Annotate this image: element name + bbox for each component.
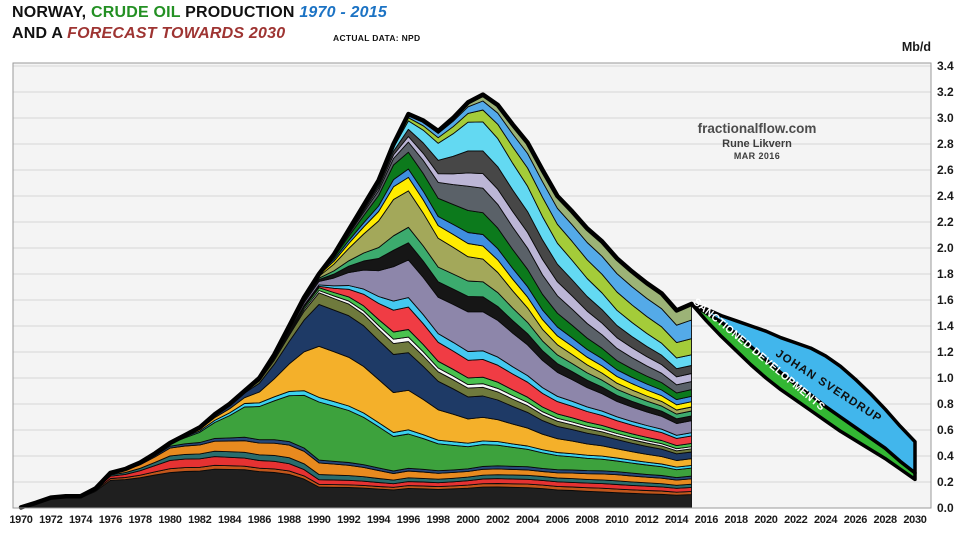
- x-tick-label: 1996: [397, 514, 420, 526]
- y-tick-label: 3.0: [937, 111, 954, 125]
- title-line2-seg-0: AND A: [12, 25, 68, 42]
- x-tick-label: 1974: [69, 514, 93, 526]
- source-note: ACTUAL DATA: NPD: [333, 33, 421, 43]
- x-tick-label: 1998: [427, 514, 450, 526]
- x-tick-label: 1994: [367, 514, 391, 526]
- history-envelope-outline: [18, 92, 694, 510]
- axis-labels-group: Mb/d 0.0 0.2 0.4 0.6 0.8 1.0 1.2 1.4 1.6 1.8 2.0 2.2…: [9, 40, 954, 526]
- watermark-date: MAR 2016: [733, 151, 781, 161]
- x-tick-label: 1980: [158, 514, 181, 526]
- x-tick-label: 2030: [903, 514, 926, 526]
- y-tick-label: 2.8: [937, 137, 954, 151]
- y-tick-label: 3.4: [937, 59, 954, 73]
- title-line1-seg-3: 1970 - 2015: [299, 4, 387, 21]
- watermark-author: Rune Likvern: [722, 138, 792, 150]
- y-tick-label: 2.4: [937, 189, 954, 203]
- x-tick-label: 1988: [278, 514, 301, 526]
- title-line1-seg-1: CRUDE OIL: [90, 4, 186, 21]
- x-tick-label: 1972: [39, 514, 62, 526]
- x-tick-label: 1990: [307, 514, 330, 526]
- title-line1-seg-0: NORWAY,: [12, 4, 91, 21]
- x-tick-label: 1984: [218, 514, 242, 526]
- x-tick-label: 2028: [874, 514, 897, 526]
- x-tick-label: 2016: [695, 514, 718, 526]
- title-line1-seg-2: PRODUCTION: [185, 4, 300, 21]
- x-tick-label: 2018: [725, 514, 748, 526]
- y-tick-label: 0.0: [937, 501, 954, 515]
- x-tick-label: 1986: [248, 514, 271, 526]
- y-axis-unit-label: Mb/d: [902, 40, 931, 54]
- x-tick-label: 2000: [456, 514, 479, 526]
- y-tick-label: 0.8: [937, 397, 954, 411]
- title-line2-seg-1: FORECAST TOWARDS 2030: [67, 25, 286, 42]
- y-tick-label: 1.4: [937, 319, 954, 333]
- x-tick-label: 2024: [814, 514, 838, 526]
- y-tick-label: 3.2: [937, 85, 954, 99]
- y-tick-label: 0.2: [937, 475, 954, 489]
- y-tick-label: 1.2: [937, 345, 954, 359]
- chart-title-line2: AND A FORECAST TOWARDS 2030: [12, 23, 387, 44]
- chart-title: NORWAY, CRUDE OIL PRODUCTION 1970 - 2015…: [12, 2, 387, 44]
- y-tick-label: 1.0: [937, 371, 954, 385]
- x-tick-label: 1992: [337, 514, 360, 526]
- x-tick-label: 2002: [486, 514, 509, 526]
- x-tick-label: 1970: [9, 514, 32, 526]
- plot-frame: [12, 62, 932, 509]
- chart-title-line1: NORWAY, CRUDE OIL PRODUCTION 1970 - 2015: [12, 2, 387, 23]
- x-tick-label: 2010: [605, 514, 628, 526]
- y-tick-label: 0.4: [937, 449, 954, 463]
- x-tick-label: 2026: [844, 514, 867, 526]
- x-tick-label: 1978: [129, 514, 152, 526]
- x-tick-label: 2022: [784, 514, 807, 526]
- x-tick-label: 2014: [665, 514, 689, 526]
- x-tick-label: 2020: [754, 514, 777, 526]
- y-tick-label: 2.0: [937, 241, 954, 255]
- x-tick-label: 1982: [188, 514, 211, 526]
- y-tick-label: 2.6: [937, 163, 954, 177]
- y-tick-label: 0.6: [937, 423, 954, 437]
- watermark: fractionalflow.com Rune Likvern MAR 2016: [672, 121, 842, 161]
- forecast-johan-sverdrup-area: [689, 302, 917, 475]
- y-tick-label: 1.8: [937, 267, 954, 281]
- y-tick-label: 1.6: [937, 293, 954, 307]
- watermark-site: fractionalflow.com: [697, 121, 817, 136]
- y-tick-label: 2.2: [937, 215, 954, 229]
- x-tick-label: 2008: [576, 514, 599, 526]
- x-tick-label: 2004: [516, 514, 540, 526]
- x-tick-label: 2006: [546, 514, 569, 526]
- x-tick-label: 2012: [635, 514, 658, 526]
- x-tick-label: 1976: [99, 514, 122, 526]
